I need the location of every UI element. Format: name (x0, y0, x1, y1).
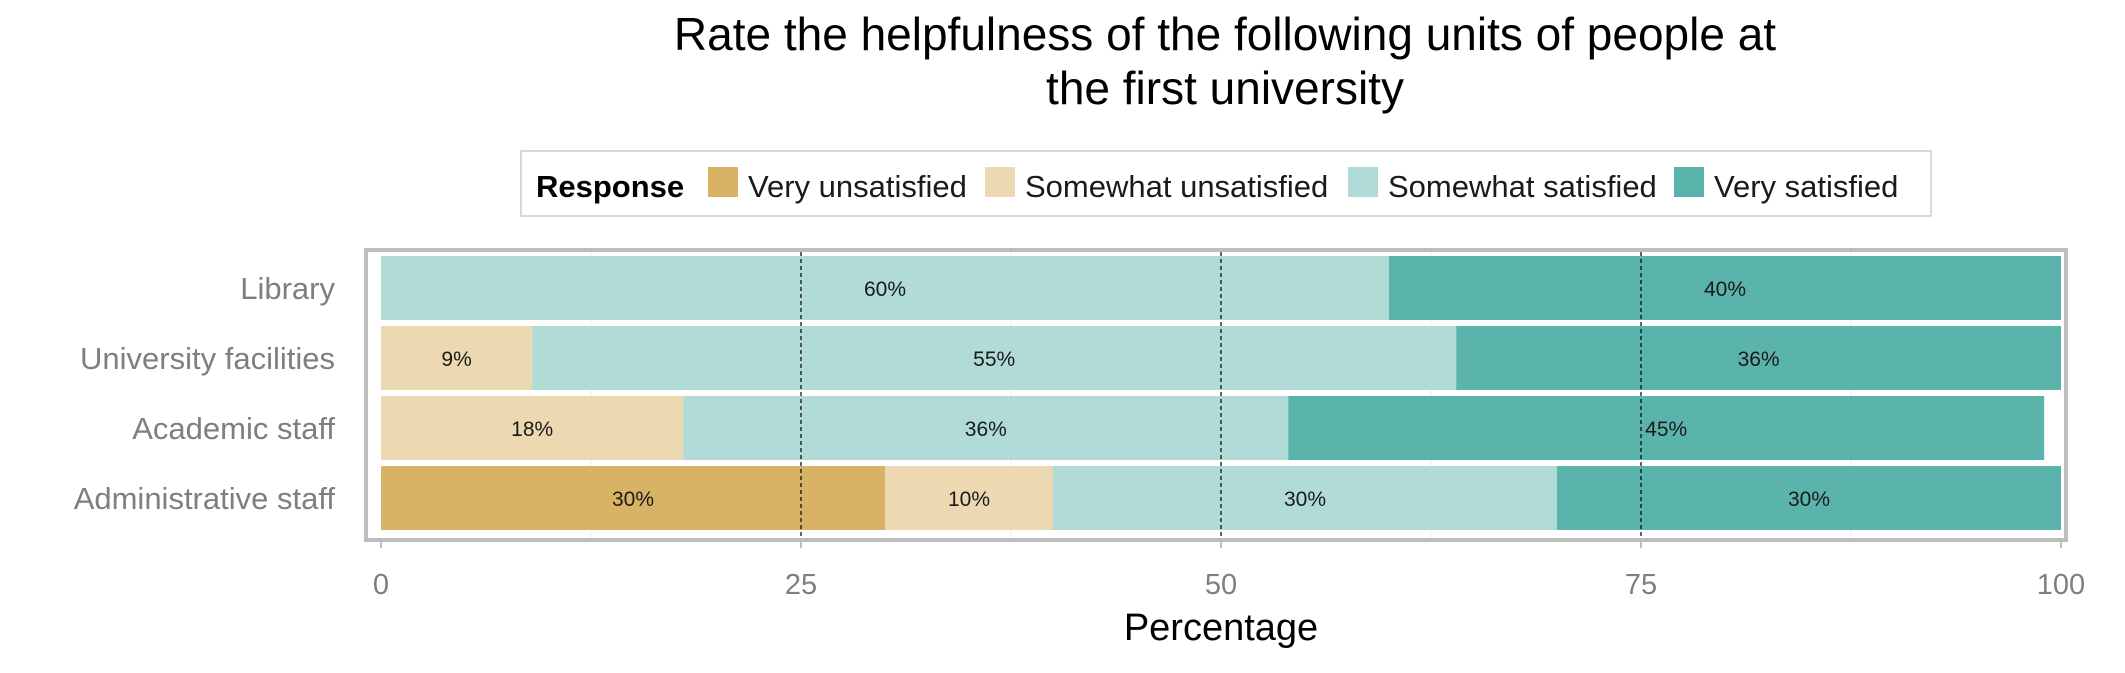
bar-segment (1053, 466, 1557, 530)
x-tick-label: 50 (1205, 569, 1237, 601)
bar-segment (1288, 396, 2045, 460)
category-label: University facilities (80, 341, 335, 376)
segment-label: 18% (511, 418, 553, 441)
segment-label: 55% (973, 348, 1015, 371)
x-tick-label: 75 (1625, 569, 1657, 601)
legend: Response Very unsatisfied Somewhat unsati… (520, 150, 1932, 217)
category-label: Administrative staff (74, 481, 336, 516)
panel-border (364, 248, 2068, 542)
legend-swatch (1674, 167, 1704, 197)
segment-label: 36% (1738, 348, 1780, 371)
bar-segment (532, 326, 1457, 390)
plot-area: 60% 40% 9% 55% 36% 18% 36% 45% 30% 10% 30% 30% Libr… (74, 248, 2085, 601)
bar-segment (381, 396, 684, 460)
x-tick-label: 25 (785, 569, 817, 601)
x-tick-label: 0 (373, 569, 389, 601)
legend-swatch (1348, 167, 1378, 197)
segment-label: 30% (1788, 488, 1830, 511)
segment-label: 40% (1704, 278, 1746, 301)
bar-segment (1456, 326, 2061, 390)
legend-label: Very unsatisfied (748, 169, 967, 204)
bar-segment (1389, 256, 2061, 320)
legend-swatch (708, 167, 738, 197)
segment-label: 30% (1284, 488, 1326, 511)
legend-swatch (985, 167, 1015, 197)
legend-label: Very satisfied (1714, 169, 1898, 204)
legend-label: Somewhat unsatisfied (1025, 169, 1328, 204)
legend-title: Response (536, 169, 684, 204)
chart-title-line2: the first university (1046, 62, 1404, 114)
x-tick-label: 100 (2037, 569, 2085, 601)
bar-segment (885, 466, 1053, 530)
segment-label: 36% (965, 418, 1007, 441)
segment-label: 9% (441, 348, 471, 371)
x-axis-title: Percentage (1124, 607, 1318, 649)
segment-label: 60% (864, 278, 906, 301)
segment-label: 30% (612, 488, 654, 511)
category-label: Library (240, 271, 335, 306)
legend-label: Somewhat satisfied (1388, 169, 1657, 204)
chart-title: Rate the helpfulness of the following un… (674, 8, 1776, 60)
segment-label: 45% (1645, 418, 1687, 441)
bar-segment (683, 396, 1289, 460)
segment-label: 10% (948, 488, 990, 511)
bar-segment (381, 326, 533, 390)
category-label: Academic staff (132, 411, 335, 446)
